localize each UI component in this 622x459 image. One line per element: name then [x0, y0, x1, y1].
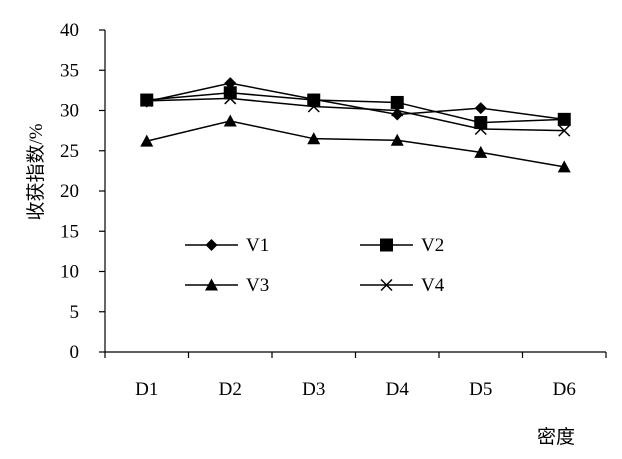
legend-marker: [380, 278, 393, 292]
legend-marker: [205, 278, 218, 291]
y-tick-label: 35: [60, 60, 79, 81]
data-point-v4: [140, 94, 153, 107]
data-point-v2: [474, 116, 488, 130]
y-tick-label: 0: [70, 342, 80, 363]
legend-marker: [380, 238, 393, 252]
y-axis-title: 收获指数/%: [25, 123, 47, 220]
x-axis-title: 密度: [537, 426, 575, 448]
data-point-v3: [307, 132, 321, 145]
data-point-v4: [391, 104, 404, 117]
data-point-v4: [474, 122, 487, 136]
plot-axes: [104, 30, 606, 353]
series-line-v4: [146, 97, 565, 132]
data-point-v4: [224, 92, 237, 105]
y-tick-label: 30: [60, 101, 79, 122]
series-v4: [140, 92, 571, 137]
y-tick-label: 25: [60, 141, 79, 162]
series-v2: [140, 86, 571, 130]
legend: V1 V2 V3 V4: [185, 235, 445, 296]
legend-item-v3: V3: [185, 275, 269, 296]
data-point-v1: [474, 102, 487, 115]
y-tick-label: 20: [60, 181, 79, 202]
y-axis-ticks: 0 5 10 15 20 25 30 35 40: [60, 20, 105, 363]
data-point-v3: [140, 134, 154, 147]
data-point-v3: [557, 160, 571, 173]
x-tick-label: D5: [469, 379, 492, 400]
x-tick-label: D2: [219, 379, 242, 400]
series-v3: [140, 114, 571, 173]
legend-label: V4: [421, 275, 445, 296]
legend-item-v2: V2: [360, 235, 444, 256]
series-line-v2: [146, 92, 565, 124]
x-axis-ticks: D1 D2 D3 D4 D5 D6: [104, 352, 607, 400]
y-tick-label: 5: [70, 302, 80, 323]
data-point-v2: [390, 95, 404, 109]
y-tick-label: 10: [60, 262, 79, 283]
data-point-v4: [307, 100, 320, 113]
data-point-v2: [223, 86, 237, 100]
data-point-v2: [557, 112, 571, 126]
legend-item-v1: V1: [185, 235, 269, 256]
y-tick-label: 40: [60, 20, 79, 41]
data-point-v1: [224, 77, 237, 90]
data-point-v3: [390, 133, 404, 146]
series-line-v1: [146, 82, 565, 121]
y-tick-label: 15: [60, 221, 79, 242]
x-tick-label: D1: [135, 379, 158, 400]
data-point-v3: [474, 145, 488, 158]
legend-marker: [205, 239, 218, 251]
legend-label: V2: [421, 235, 444, 256]
data-point-v4: [558, 124, 571, 137]
series-line-v3: [146, 120, 565, 168]
data-point-v2: [307, 93, 321, 107]
legend-label: V3: [246, 275, 269, 296]
legend-label: V1: [246, 235, 269, 256]
series-layer: [140, 77, 571, 173]
legend-item-v4: V4: [360, 275, 445, 296]
x-tick-label: D6: [553, 379, 576, 400]
x-tick-label: D4: [386, 379, 410, 400]
x-tick-label: D3: [302, 379, 325, 400]
data-point-v3: [223, 114, 237, 127]
